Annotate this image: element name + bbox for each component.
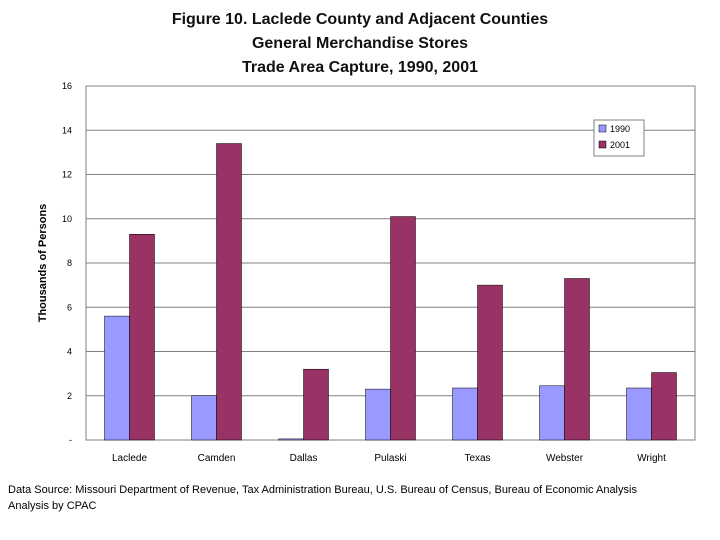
y-tick-label: 10 bbox=[62, 214, 72, 224]
x-tick-label: Webster bbox=[546, 453, 584, 464]
y-tick-label: 6 bbox=[67, 302, 72, 312]
x-tick-label: Texas bbox=[464, 453, 490, 464]
x-tick-label: Pulaski bbox=[374, 453, 406, 464]
bar-2001-camden bbox=[216, 143, 242, 441]
x-tick-label: Camden bbox=[198, 453, 236, 464]
bar-1990-wright bbox=[626, 387, 652, 441]
bar-2001-webster bbox=[564, 278, 590, 441]
bar-1990-camden bbox=[191, 395, 217, 441]
data-source-note: Data Source: Missouri Department of Reve… bbox=[8, 484, 637, 496]
x-tick-label: Wright bbox=[637, 453, 666, 464]
y-tick-label: 4 bbox=[67, 347, 72, 357]
chart-title-line-1: Figure 10. Laclede County and Adjacent C… bbox=[171, 11, 549, 28]
y-tick-label: 16 bbox=[62, 81, 72, 91]
bar-1990-dallas bbox=[278, 438, 304, 441]
bar-1990-webster bbox=[539, 385, 565, 441]
bar-2001-pulaski bbox=[390, 216, 416, 441]
bar-1990-texas bbox=[452, 387, 478, 441]
chart-title-line-3: Trade Area Capture, 1990, 2001 bbox=[242, 59, 478, 76]
bar-chart: - 2 4 6 8 10 12 14 16 Thousands of Persons Laclede… bbox=[37, 81, 696, 464]
x-tick-label: Laclede bbox=[112, 453, 147, 464]
bar-2001-texas bbox=[477, 284, 503, 441]
analysis-note: Analysis by CPAC bbox=[8, 500, 97, 512]
bar-2001-dallas bbox=[303, 368, 329, 441]
bar-2001-laclede bbox=[129, 233, 155, 441]
y-tick-label: 14 bbox=[62, 125, 72, 135]
chart-title-line-2: General Merchandise Stores bbox=[251, 35, 469, 52]
x-tick-label: Dallas bbox=[290, 453, 318, 464]
y-axis-title: Thousands of Persons bbox=[37, 204, 49, 323]
bar-1990-laclede bbox=[104, 315, 130, 441]
bar-1990-pulaski bbox=[365, 388, 391, 441]
y-tick-label: - bbox=[69, 435, 72, 445]
bar-2001-wright bbox=[651, 372, 677, 441]
y-tick-label: 2 bbox=[67, 391, 72, 401]
y-tick-label: 8 bbox=[67, 258, 72, 268]
legend-label: 1990 bbox=[610, 124, 630, 134]
legend-label: 2001 bbox=[610, 140, 630, 150]
legend-swatch-1990 bbox=[598, 124, 607, 133]
legend-swatch-2001 bbox=[598, 140, 607, 149]
y-tick-label: 12 bbox=[62, 170, 72, 180]
